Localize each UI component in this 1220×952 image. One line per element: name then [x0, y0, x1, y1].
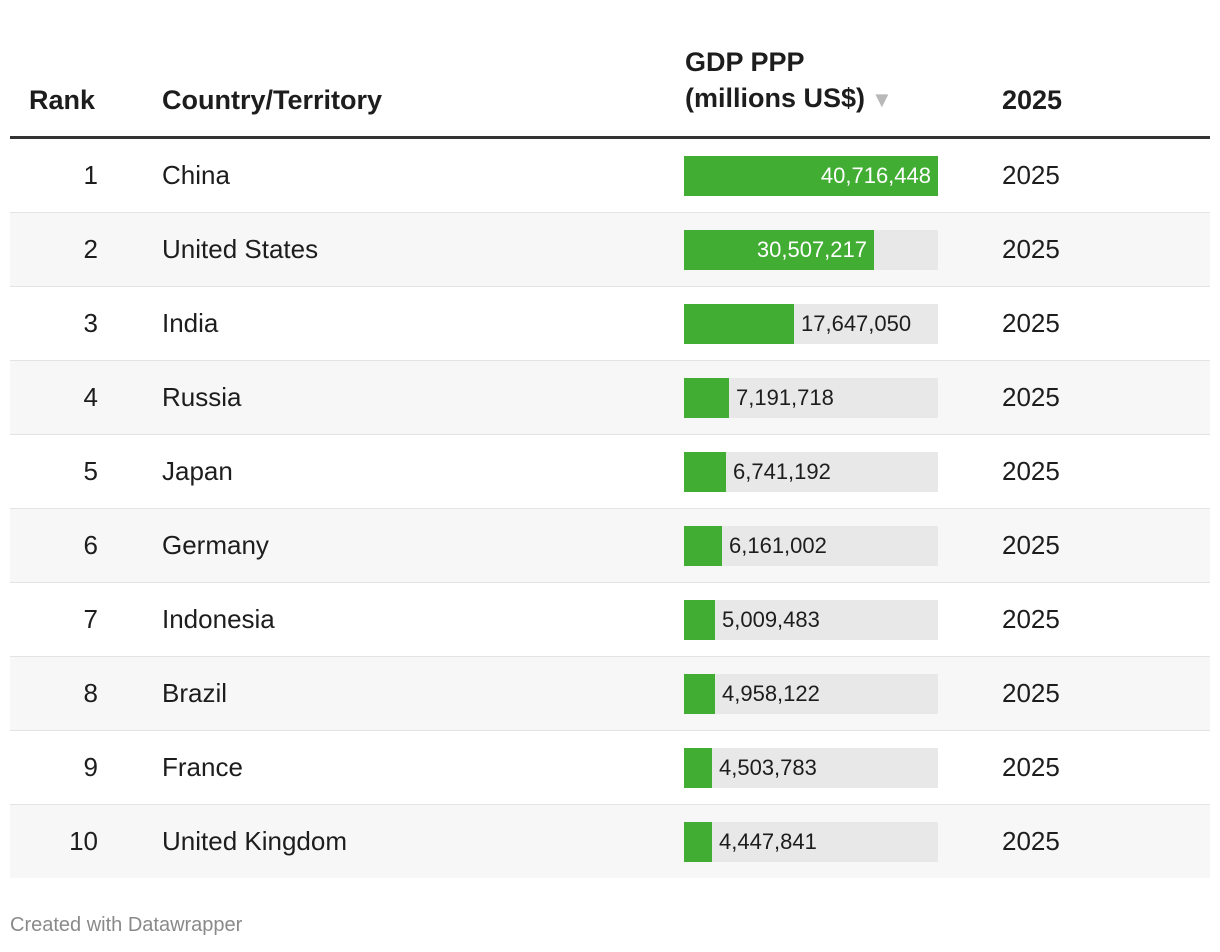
gdp-bar: [684, 748, 712, 788]
year-cell: 2025: [1002, 160, 1060, 190]
gdp-bar-track: 7,191,718: [684, 378, 938, 418]
gdp-value-label: 40,716,448: [820, 163, 931, 188]
header-country[interactable]: Country/Territory: [162, 85, 383, 115]
country-cell: Russia: [162, 382, 242, 412]
gdp-value-label: 6,741,192: [733, 459, 831, 484]
gdp-bar-track: 17,647,050: [684, 304, 938, 344]
datawrapper-credit[interactable]: Created with Datawrapper: [10, 914, 243, 936]
country-cell: France: [162, 752, 243, 782]
gdp-bar-track: 4,447,841: [684, 822, 938, 862]
country-cell: Germany: [162, 530, 269, 560]
gdp-bar: [684, 378, 729, 418]
country-cell: Japan: [162, 456, 233, 486]
header-gdp-line2: (millions US$): [685, 83, 866, 113]
rank-cell: 4: [83, 382, 98, 412]
table-row: 1 China 40,716,448 2025: [10, 139, 1210, 213]
rank-cell: 9: [83, 752, 98, 782]
rank-cell: 6: [83, 530, 98, 560]
year-cell: 2025: [1002, 752, 1060, 782]
table-row: 6 Germany 6,161,002 2025: [10, 509, 1210, 583]
gdp-value-label: 30,507,217: [756, 237, 867, 262]
gdp-value-label: 4,447,841: [719, 829, 817, 854]
gdp-value-label: 17,647,050: [801, 311, 912, 336]
gdp-bar: [684, 452, 726, 492]
table-row: 8 Brazil 4,958,122 2025: [10, 657, 1210, 731]
rank-cell: 8: [83, 678, 98, 708]
year-cell: 2025: [1002, 456, 1060, 486]
year-cell: 2025: [1002, 604, 1060, 634]
table-body: 1 China 40,716,448 2025 2 United States 30,507…: [10, 139, 1210, 878]
table-row: 9 France 4,503,783 2025: [10, 731, 1210, 805]
gdp-bar-track: 5,009,483: [684, 600, 938, 640]
gdp-table: Rank Country/Territory GDP PPP (millions…: [10, 40, 1210, 878]
rank-cell: 7: [83, 604, 98, 634]
country-cell: India: [162, 308, 219, 338]
rank-cell: 3: [83, 308, 98, 338]
gdp-value-label: 4,503,783: [719, 755, 817, 780]
year-cell: 2025: [1002, 234, 1060, 264]
table-row: 10 United Kingdom 4,447,841 2025: [10, 805, 1210, 878]
country-cell: Indonesia: [162, 604, 275, 634]
gdp-bar: [684, 526, 722, 566]
table-row: 2 United States 30,507,217 2025: [10, 213, 1210, 287]
gdp-value-label: 7,191,718: [736, 385, 834, 410]
gdp-bar-track: 4,958,122: [684, 674, 938, 714]
sort-descending-icon[interactable]: ▼: [871, 87, 893, 112]
header-gdp[interactable]: GDP PPP (millions US$) ▼: [685, 44, 893, 118]
rank-cell: 10: [69, 826, 98, 856]
rank-cell: 2: [83, 234, 98, 264]
gdp-bar: [684, 230, 874, 270]
country-cell: United Kingdom: [162, 826, 347, 856]
gdp-bar: [684, 674, 715, 714]
gdp-bar-track: 30,507,217: [684, 230, 938, 270]
table-row: 7 Indonesia 5,009,483 2025: [10, 583, 1210, 657]
header-gdp-line1: GDP PPP: [685, 47, 805, 77]
gdp-bar-track: 40,716,448: [684, 156, 938, 196]
year-cell: 2025: [1002, 530, 1060, 560]
gdp-bar: [684, 822, 712, 862]
rank-cell: 1: [83, 160, 98, 190]
country-cell: China: [162, 160, 230, 190]
country-cell: Brazil: [162, 678, 228, 708]
gdp-value-label: 4,958,122: [722, 681, 820, 706]
gdp-bar: [684, 600, 715, 640]
gdp-bar: [684, 156, 938, 196]
year-cell: 2025: [1002, 678, 1060, 708]
country-cell: United States: [162, 234, 319, 264]
table-row: 3 India 17,647,050 2025: [10, 287, 1210, 361]
gdp-bar: [684, 304, 794, 344]
rank-cell: 5: [83, 456, 98, 486]
table-row: 5 Japan 6,741,192 2025: [10, 435, 1210, 509]
gdp-bar-track: 6,741,192: [684, 452, 938, 492]
gdp-value-label: 6,161,002: [729, 533, 827, 558]
year-cell: 2025: [1002, 382, 1060, 412]
year-cell: 2025: [1002, 308, 1060, 338]
table-header: Rank Country/Territory GDP PPP (millions…: [10, 40, 1210, 139]
year-cell: 2025: [1002, 826, 1060, 856]
gdp-value-label: 5,009,483: [722, 607, 820, 632]
header-year[interactable]: 2025: [1002, 85, 1063, 115]
table-row: 4 Russia 7,191,718 2025: [10, 361, 1210, 435]
gdp-bar-track: 4,503,783: [684, 748, 938, 788]
gdp-bar-track: 6,161,002: [684, 526, 938, 566]
header-rank[interactable]: Rank: [29, 85, 96, 115]
